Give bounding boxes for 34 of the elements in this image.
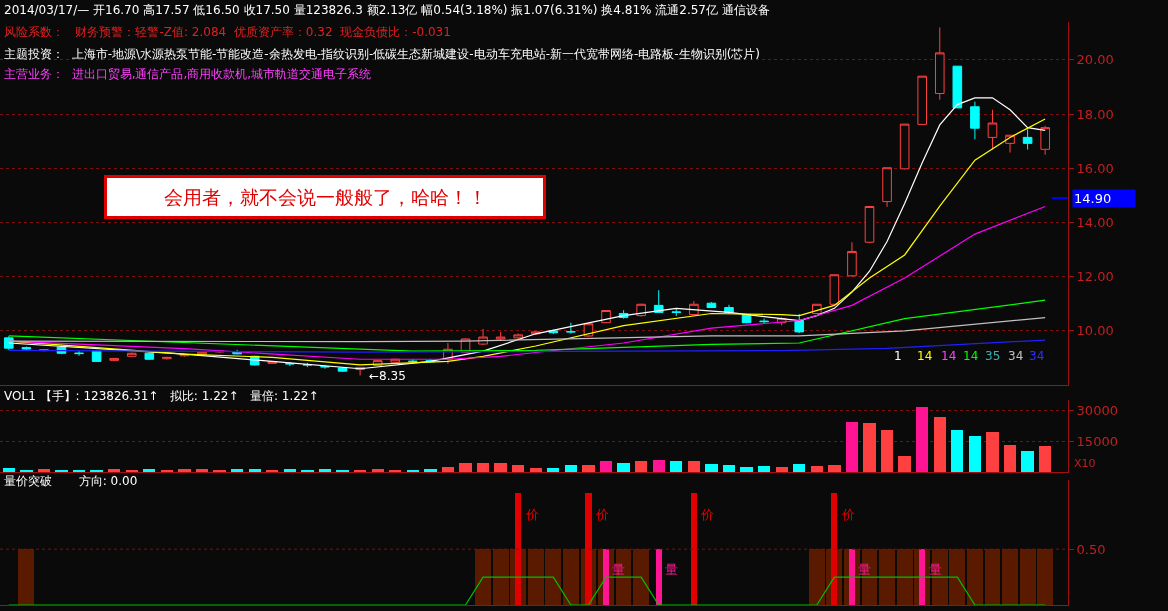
- y-tick-label: 18.00: [1076, 106, 1114, 122]
- text: 2014/03/17/— 开16.70 高17.57 低16.50 收17.50 量123826.3 额2.13亿 幅0.54(3.18%) 振1.07(6.31%) 换4.81% 流通2.57亿 通信设备: [4, 3, 770, 17]
- annotation: 量价突破 方向: 0.00: [4, 474, 138, 488]
- text: X10: [1074, 457, 1096, 470]
- data-label: 量: [929, 562, 942, 577]
- y-tick-label: 20.00: [1076, 52, 1114, 68]
- data-label: 价: [841, 507, 855, 522]
- data-label: 价: [595, 507, 609, 522]
- annotation: 35: [985, 349, 1001, 363]
- y-tick-label: 15000: [1076, 433, 1118, 449]
- annotation: 14: [963, 349, 979, 363]
- data-label: 价: [700, 507, 714, 522]
- annotation: 34: [1029, 349, 1045, 363]
- y-tick-label: 30000: [1076, 402, 1118, 418]
- ref-line-label: 14.90: [1074, 191, 1112, 206]
- annotation: 主营业务： 进出口贸易,通信产品,商用收款机,城市軌道交通电子系统: [4, 67, 372, 81]
- data-label: 量: [858, 562, 871, 577]
- data-label: 量: [612, 562, 625, 577]
- annotation: 14: [941, 349, 957, 363]
- y-tick-label: 14.00: [1076, 215, 1114, 231]
- annotation: 1: [894, 349, 902, 363]
- annotation: 34: [1008, 349, 1024, 363]
- y-tick-label: 0.50: [1076, 541, 1106, 557]
- y-tick-label: 12.00: [1076, 269, 1114, 285]
- annotation: 风险系数： 财务预警：轻警-Z值: 2.084 优质资产率：0.32 现金负债比：-0.031: [4, 25, 451, 39]
- data-label: 量: [665, 562, 678, 577]
- annotation: ←8.35: [369, 369, 406, 383]
- annotation: 会用者，就不会说一般般了，哈哈！！: [163, 186, 487, 208]
- data-label: 价: [525, 507, 539, 522]
- annotation: 14: [917, 349, 933, 363]
- annotation: 主题投资： 上海市-地源\水源热泵节能-节能改造-余热发电-指纹识别-低碳生态新城建设-电动车充电站-新一代宽带网络-电路板-生物识别(芯片): [4, 47, 761, 61]
- y-tick-label: 10.00: [1076, 323, 1114, 339]
- y-tick-label: 16.00: [1076, 160, 1114, 176]
- annotation: VOL1 【手】: 123826.31↑ 拟比: 1.22↑ 量倍: 1.22↑: [4, 389, 319, 403]
